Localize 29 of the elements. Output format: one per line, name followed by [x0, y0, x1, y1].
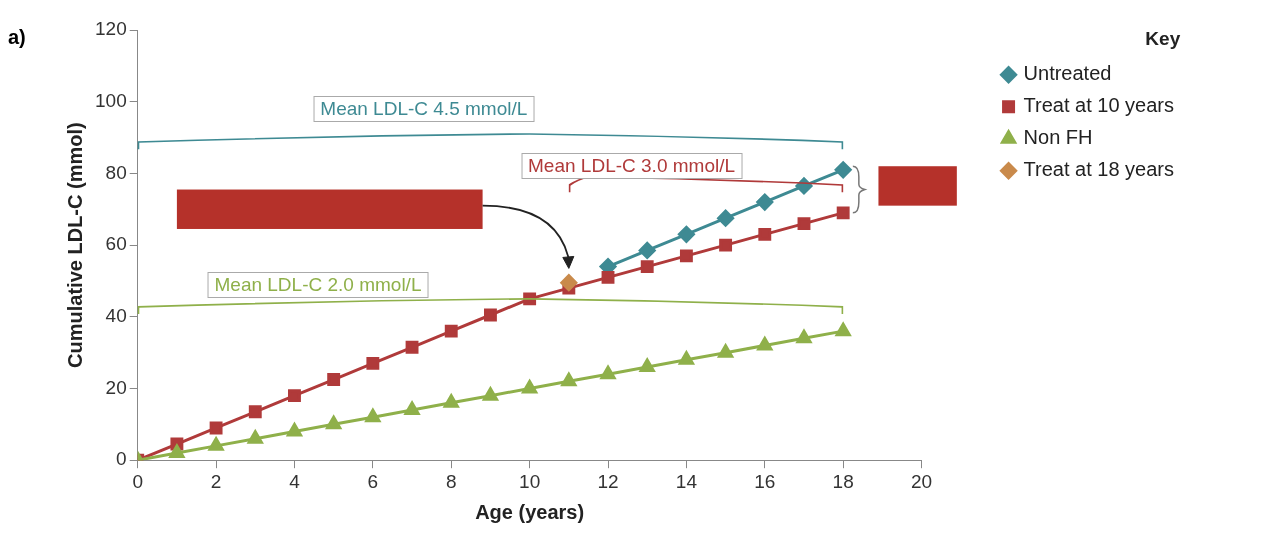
legend-label: Non FH — [1023, 126, 1093, 149]
y-tick-label: 100 — [95, 89, 127, 111]
annotation: Mean LDL-C 2.0 mmol/L — [207, 271, 429, 298]
y-axis-title: Cumulative LDL-C (mmol) — [63, 122, 86, 368]
text: a) — [8, 26, 26, 49]
y-tick-label: 20 — [105, 376, 127, 398]
x-tick-label: 6 — [367, 470, 379, 492]
x-tick-label: 2 — [210, 470, 222, 492]
x-tick-label: 14 — [675, 470, 698, 492]
x-axis-title: Age (years) — [475, 500, 585, 523]
x-tick-label: 0 — [132, 470, 143, 492]
y-tick-label: 80 — [105, 161, 127, 183]
y-tick-label: 0 — [116, 448, 127, 470]
x-tick-label: 16 — [754, 470, 776, 492]
legend-label: Treat at 18 years — [1023, 158, 1175, 181]
legend-label: Untreated — [1023, 62, 1112, 85]
x-tick-label: 12 — [597, 470, 619, 492]
y-tick-label: 40 — [105, 305, 127, 327]
x-tick-label: 18 — [832, 470, 854, 492]
annotation: Mean LDL-C 4.5 mmol/L — [313, 95, 535, 122]
x-tick-label: 10 — [519, 470, 541, 492]
x-tick-label: 8 — [445, 470, 457, 492]
x-tick-label: 4 — [289, 470, 301, 492]
annotation: Mean LDL-C 3.0 mmol/L — [521, 153, 743, 180]
x-tick-label: 20 — [910, 470, 933, 492]
legend-title: Key — [1145, 27, 1181, 49]
legend-label: Treat at 10 years — [1023, 94, 1175, 117]
y-tick-label: 120 — [95, 18, 127, 40]
y-tick-label: 60 — [105, 233, 127, 255]
